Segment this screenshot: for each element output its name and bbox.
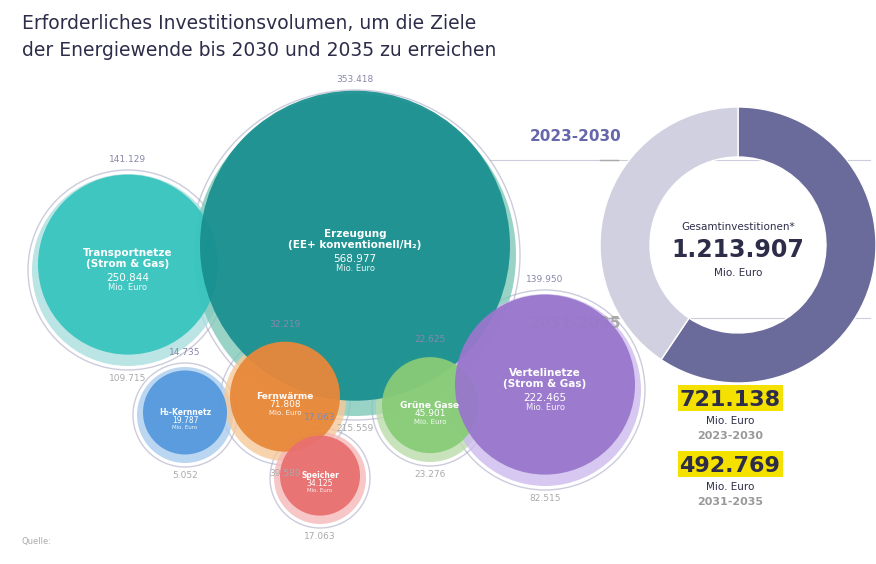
Text: 721.138: 721.138 (680, 390, 781, 410)
Text: 17.063: 17.063 (304, 413, 336, 422)
Circle shape (230, 342, 340, 452)
Circle shape (38, 175, 218, 355)
Wedge shape (661, 107, 876, 383)
Text: Gesamtinvestitionen*: Gesamtinvestitionen* (682, 222, 795, 232)
Text: H₂-Kernnetz: H₂-Kernnetz (159, 408, 211, 417)
Text: (Strom & Gas): (Strom & Gas) (87, 259, 170, 269)
Text: 141.129: 141.129 (110, 155, 146, 164)
Text: 23.276: 23.276 (414, 470, 446, 479)
Text: Mio. Euro: Mio. Euro (706, 416, 754, 426)
FancyBboxPatch shape (677, 451, 782, 477)
Text: 2023-2030: 2023-2030 (697, 431, 763, 441)
Text: Mio. Euro: Mio. Euro (336, 264, 375, 273)
Circle shape (449, 294, 641, 486)
Text: 34.125: 34.125 (307, 479, 333, 488)
Text: Fernwärme: Fernwärme (257, 392, 314, 401)
Text: (Strom & Gas): (Strom & Gas) (504, 379, 587, 389)
Text: Quelle:: Quelle: (22, 537, 52, 546)
Circle shape (280, 435, 360, 515)
Circle shape (224, 339, 346, 461)
Text: Erforderliches Investitionsvolumen, um die Ziele
der Energiewende bis 2030 und 2: Erforderliches Investitionsvolumen, um d… (22, 14, 497, 59)
Text: Mio. Euro: Mio. Euro (109, 283, 147, 292)
Text: 250.844: 250.844 (107, 273, 150, 283)
Text: Mio. Euro: Mio. Euro (526, 403, 564, 412)
Text: 222.465: 222.465 (524, 393, 567, 403)
Text: 17.063: 17.063 (304, 532, 336, 541)
Text: 71.808: 71.808 (269, 400, 300, 409)
Text: 19.787: 19.787 (172, 416, 198, 425)
Text: 45.901: 45.901 (414, 409, 446, 418)
Circle shape (32, 174, 224, 366)
Text: Mio. Euro: Mio. Euro (307, 488, 333, 494)
Circle shape (200, 91, 510, 400)
Text: Mio. Euro: Mio. Euro (269, 411, 301, 416)
Text: 492.769: 492.769 (680, 456, 781, 476)
Text: Transportnetze: Transportnetze (83, 248, 173, 258)
Text: Mio. Euro: Mio. Euro (714, 268, 762, 278)
Text: 14.735: 14.735 (169, 348, 201, 357)
Text: Grüne Gase: Grüne Gase (400, 400, 460, 409)
Text: Erzeugung: Erzeugung (324, 230, 386, 240)
Text: 353.418: 353.418 (336, 75, 374, 84)
Text: 568.977: 568.977 (334, 254, 377, 264)
Circle shape (137, 367, 233, 463)
Text: 2031-2035: 2031-2035 (697, 497, 763, 507)
Text: 32.219: 32.219 (269, 320, 300, 329)
Text: 2031-2035: 2031-2035 (530, 316, 621, 331)
Circle shape (376, 354, 484, 462)
Text: Mio. Euro: Mio. Euro (706, 482, 754, 492)
Text: 22.625: 22.625 (414, 335, 446, 344)
Wedge shape (600, 107, 738, 360)
Text: 139.950: 139.950 (526, 275, 563, 284)
Text: Mio. Euro: Mio. Euro (173, 425, 198, 430)
Text: Mio. Euro: Mio. Euro (413, 419, 446, 425)
Text: Vertelinetze: Vertelinetze (509, 368, 581, 378)
Text: 5.052: 5.052 (172, 471, 198, 480)
Circle shape (143, 371, 227, 455)
Text: 82.515: 82.515 (529, 494, 561, 503)
Text: (EE+ konventionell/H₂): (EE+ konventionell/H₂) (288, 240, 421, 250)
Text: Speicher: Speicher (301, 471, 339, 480)
FancyBboxPatch shape (677, 385, 782, 411)
Circle shape (194, 94, 516, 416)
Text: 215.559: 215.559 (336, 424, 374, 433)
Text: 2023-2030: 2023-2030 (530, 129, 622, 144)
Text: 39.589: 39.589 (269, 469, 300, 478)
Circle shape (274, 432, 366, 524)
Circle shape (382, 357, 478, 453)
Circle shape (455, 294, 635, 474)
Text: 109.715: 109.715 (110, 374, 146, 383)
Text: 1.213.907: 1.213.907 (672, 238, 804, 262)
